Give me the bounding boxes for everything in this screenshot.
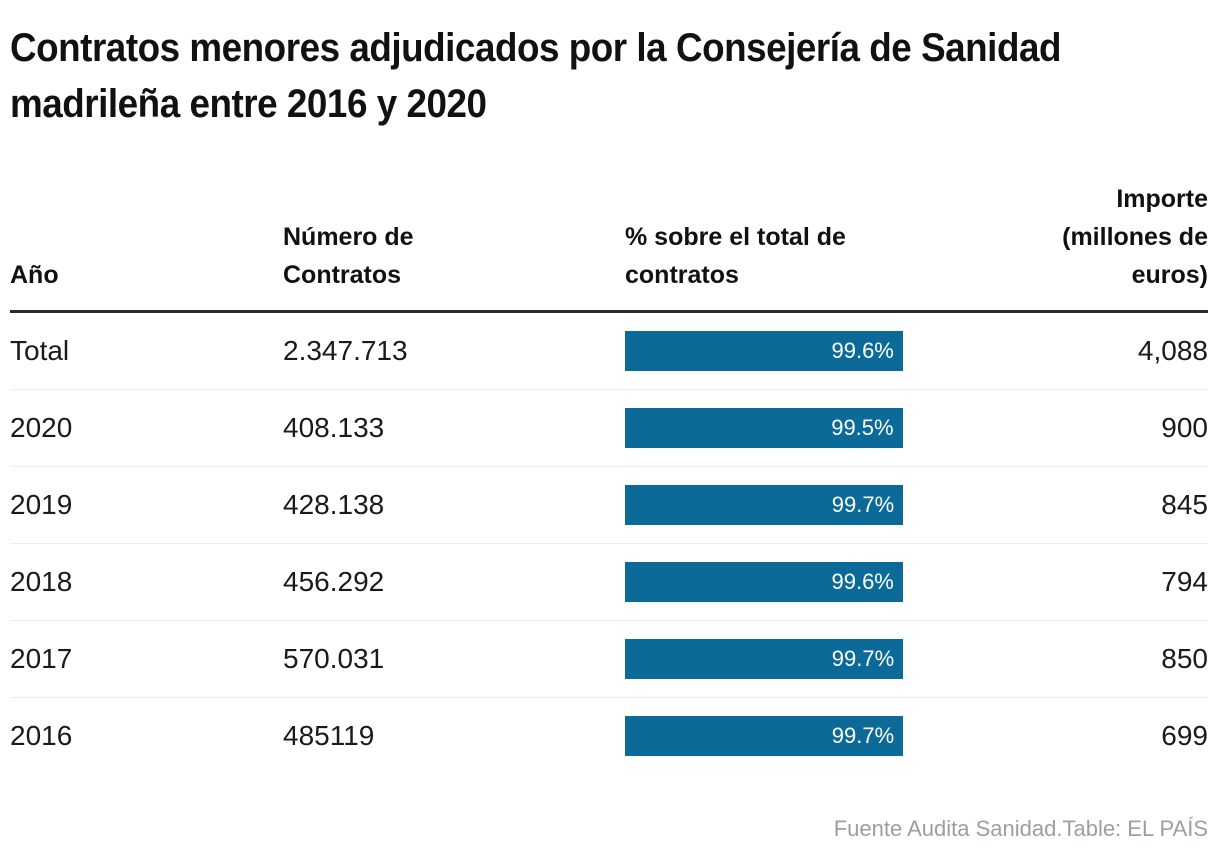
chart-title: Contratos menores adjudicados por la Con… [10,20,1208,132]
chart-title-line-2: madrileña entre 2016 y 2020 [10,82,487,126]
pct-bar: 99.6% [625,331,903,371]
table-row: 2020 408.133 99.5% 900 [10,390,1208,467]
pct-bar-scale: 99.6% [625,331,904,371]
pct-bar-cell: 99.6% [625,562,960,602]
pct-bar-label: 99.6% [831,569,894,594]
pct-bar-scale: 99.7% [625,639,904,679]
pct-bar-label: 99.7% [831,723,895,748]
column-header-contracts: Número de Contratos [283,223,414,289]
table-row: 2018 456.292 99.6% 794 [10,544,1208,621]
amount-cell: 845 [1161,489,1208,520]
pct-bar-cell: 99.7% [625,716,960,756]
pct-bar: 99.7% [625,716,904,756]
year-cell: 2020 [10,412,73,443]
table-body: Total 2.347.713 99.6% 4,088 2020 408.133… [10,313,1208,774]
pct-bar-cell: 99.5% [625,408,960,448]
amount-cell: 794 [1161,566,1208,597]
pct-bar-label: 99.5% [831,415,894,440]
column-header-year: Año [10,261,59,289]
table-row: 2016 485119 99.7% 699 [10,698,1208,774]
contracts-cell: 485119 [283,720,375,751]
table-header-row: Año Número de Contratos % sobre el total… [10,180,1208,313]
year-cell: 2016 [10,720,73,751]
year-cell: Total [10,335,70,366]
pct-bar-label: 99.7% [831,492,895,517]
pct-bar-scale: 99.5% [625,408,904,448]
pct-bar: 99.6% [625,562,903,602]
pct-bar: 99.7% [625,639,904,679]
pct-bar-cell: 99.7% [625,485,960,525]
column-header-amount: Importe (millones de euros) [1062,185,1208,289]
contracts-cell: 2.347.713 [283,335,408,366]
pct-bar: 99.5% [625,408,903,448]
pct-bar-scale: 99.7% [625,716,904,756]
contracts-cell: 456.292 [283,566,385,597]
pct-bar-scale: 99.6% [625,562,904,602]
contracts-cell: 408.133 [283,412,385,443]
table-row: Total 2.347.713 99.6% 4,088 [10,313,1208,390]
pct-bar-label: 99.7% [831,646,895,671]
year-cell: 2017 [10,643,73,674]
year-cell: 2018 [10,566,73,597]
pct-bar-scale: 99.7% [625,485,904,525]
pct-bar-cell: 99.6% [625,331,960,371]
contracts-cell: 428.138 [283,489,385,520]
pct-bar: 99.7% [625,485,904,525]
amount-cell: 699 [1161,720,1208,751]
chart-title-line-1: Contratos menores adjudicados por la Con… [10,26,1061,70]
year-cell: 2019 [10,489,73,520]
source-credit: Fuente Audita Sanidad.Table: EL PAÍS [833,816,1208,841]
table-row: 2019 428.138 99.7% 845 [10,467,1208,544]
pct-bar-label: 99.6% [831,338,894,363]
pct-bar-cell: 99.7% [625,639,960,679]
amount-cell: 900 [1161,412,1208,443]
contracts-cell: 570.031 [283,643,385,674]
amount-cell: 4,088 [1137,335,1208,366]
amount-cell: 850 [1161,643,1208,674]
column-header-pct: % sobre el total de contratos [625,223,846,289]
table-row: 2017 570.031 99.7% 850 [10,621,1208,698]
